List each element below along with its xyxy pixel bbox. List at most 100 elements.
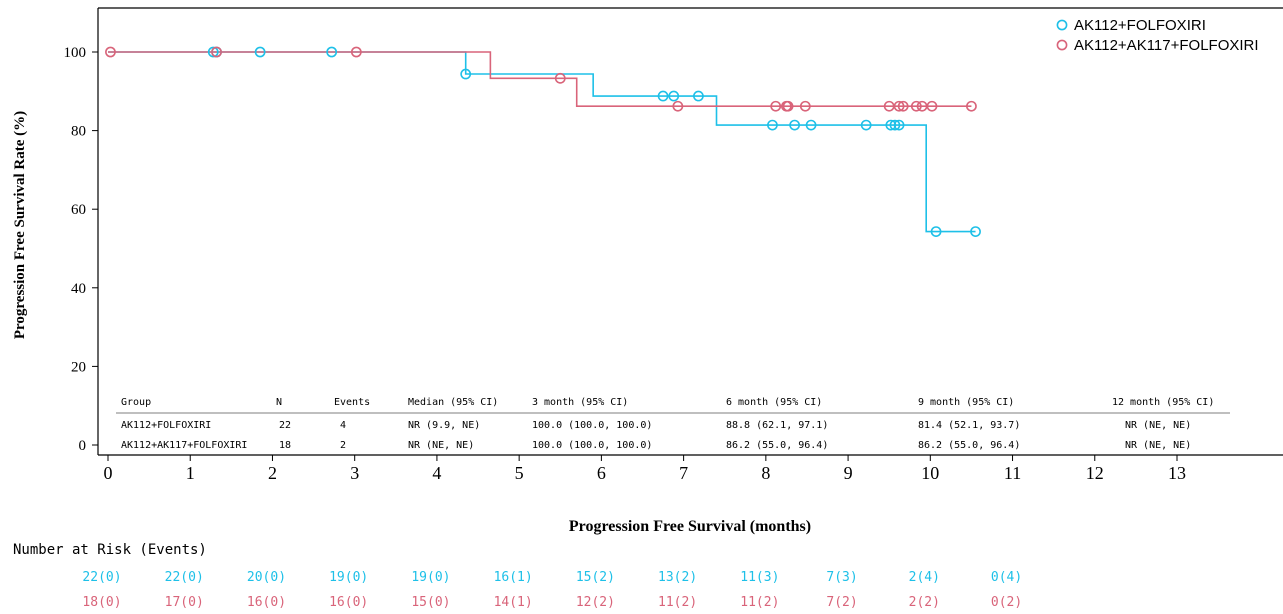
- stats-cell: 100.0 (100.0, 100.0): [532, 420, 652, 431]
- y-tick-label: 80: [71, 124, 86, 140]
- censor-marker-2: [350, 46, 362, 58]
- risk-table-title: Number at Risk (Events): [13, 542, 207, 558]
- risk-count: 22(0): [82, 570, 121, 585]
- stats-header: 9 month (95% CI): [918, 397, 1014, 408]
- x-tick-label: 7: [679, 463, 688, 483]
- risk-count: 16(0): [247, 595, 286, 610]
- legend-label: AK112+FOLFOXIRI: [1074, 17, 1206, 34]
- censor-marker-1: [254, 46, 266, 58]
- censor-marker-1: [930, 226, 942, 238]
- censor-marker-1: [693, 90, 704, 102]
- stats-cell: 4: [340, 420, 346, 431]
- stats-table: Group N Events Median (95% CI) 3 month (95% …: [116, 397, 1230, 451]
- x-tick-label: 2: [268, 463, 277, 483]
- survival-curve-2: [108, 51, 972, 108]
- stats-header: Group: [121, 397, 151, 408]
- x-tick-label: 12: [1086, 463, 1104, 483]
- censor-marker-2: [966, 100, 977, 112]
- y-tick-label: 60: [71, 202, 86, 218]
- stats-cell: 86.2 (55.0, 96.4): [726, 440, 828, 451]
- risk-count: 11(2): [658, 595, 697, 610]
- censor-markers: [105, 46, 981, 238]
- stats-cell: 22: [279, 420, 291, 431]
- y-axis-label: Progression Free Survival Rate (%): [12, 111, 28, 339]
- stats-cell: 18: [279, 440, 291, 451]
- censor-marker-2: [782, 100, 794, 112]
- stats-cell: 88.8 (62.1, 97.1): [726, 420, 828, 431]
- censor-marker-2: [211, 46, 222, 58]
- risk-count: 16(0): [329, 595, 368, 610]
- risk-table: 22(0) 22(0) 20(0) 19(0) 19(0) 16(1) 15(2) 13(2)…: [82, 570, 1022, 610]
- censor-marker-1: [860, 119, 872, 131]
- risk-count: 0(2): [991, 595, 1022, 610]
- legend-label: AK112+AK117+FOLFOXIRI: [1074, 37, 1259, 54]
- stats-header: 6 month (95% CI): [726, 397, 822, 408]
- censor-marker-1: [789, 119, 801, 131]
- stats-cell: AK112+AK117+FOLFOXIRI: [121, 440, 247, 451]
- x-axis: 0 1 2 3 4 5 6 7 8 9 10 11 12 13: [104, 455, 1186, 483]
- stats-cell: 81.4 (52.1, 93.7): [918, 420, 1020, 431]
- stats-header: Events: [334, 397, 370, 408]
- x-tick-label: 9: [844, 463, 853, 483]
- x-tick-label: 5: [515, 463, 524, 483]
- risk-count: 11(3): [740, 570, 779, 585]
- censor-marker-1: [885, 119, 897, 131]
- x-tick-label: 11: [1004, 463, 1021, 483]
- x-tick-label: 0: [104, 463, 113, 483]
- censor-marker-1: [805, 119, 817, 131]
- risk-count: 14(1): [494, 595, 533, 610]
- legend-marker: [1056, 19, 1068, 31]
- x-tick-label: 4: [432, 463, 441, 483]
- x-tick-label: 3: [350, 463, 359, 483]
- censor-marker-2: [770, 100, 782, 112]
- y-tick-label: 100: [64, 45, 87, 61]
- risk-count: 7(2): [826, 595, 857, 610]
- stats-cell: NR (NE, NE): [408, 440, 474, 451]
- censor-marker-2: [672, 100, 684, 112]
- censor-marker-1: [889, 119, 901, 131]
- x-tick-label: 10: [921, 463, 939, 483]
- censor-marker-1: [326, 46, 338, 58]
- x-tick-label: 6: [597, 463, 606, 483]
- risk-count: 22(0): [165, 570, 204, 585]
- y-tick-label: 20: [71, 359, 86, 375]
- censor-marker-1: [207, 46, 219, 58]
- y-tick-label: 40: [71, 281, 86, 297]
- risk-count: 0(4): [991, 570, 1022, 585]
- censor-marker-2: [554, 72, 566, 84]
- stats-header: N: [276, 397, 282, 408]
- censor-marker-1: [460, 68, 472, 80]
- risk-count: 19(0): [329, 570, 368, 585]
- censor-marker-2: [105, 46, 116, 58]
- censor-marker-2: [926, 100, 938, 112]
- stats-cell: NR (NE, NE): [1125, 440, 1191, 451]
- stats-cell: AK112+FOLFOXIRI: [121, 420, 211, 431]
- x-tick-label: 13: [1168, 463, 1186, 483]
- censor-marker-2: [893, 100, 905, 112]
- risk-count: 16(1): [494, 570, 533, 585]
- x-axis-label: Progression Free Survival (months): [569, 518, 811, 535]
- x-tick-label: 1: [186, 463, 195, 483]
- censor-marker-1: [893, 119, 905, 131]
- stats-cell: NR (9.9, NE): [408, 420, 480, 431]
- legend-marker: [1056, 39, 1068, 51]
- risk-count: 13(2): [658, 570, 697, 585]
- censor-marker-2: [897, 100, 909, 112]
- risk-count: 15(0): [411, 595, 450, 610]
- risk-count: 15(2): [576, 570, 615, 585]
- stats-cell: NR (NE, NE): [1125, 420, 1191, 431]
- stats-header: 12 month (95% CI): [1112, 397, 1214, 408]
- plot-frame: [97, 7, 1283, 456]
- censor-marker-1: [668, 90, 680, 102]
- stats-cell: 2: [340, 440, 346, 451]
- stats-header: 3 month (95% CI): [532, 397, 628, 408]
- survival-curve-1: [108, 51, 976, 233]
- risk-count: 20(0): [247, 570, 286, 585]
- survival-curves: [108, 51, 976, 233]
- risk-count: 12(2): [576, 595, 615, 610]
- censor-marker-1: [970, 226, 981, 238]
- censor-marker-2: [910, 100, 922, 112]
- censor-marker-1: [767, 119, 778, 131]
- censor-marker-2: [799, 100, 811, 112]
- y-axis: 0 20 40 60 80 100: [64, 45, 98, 454]
